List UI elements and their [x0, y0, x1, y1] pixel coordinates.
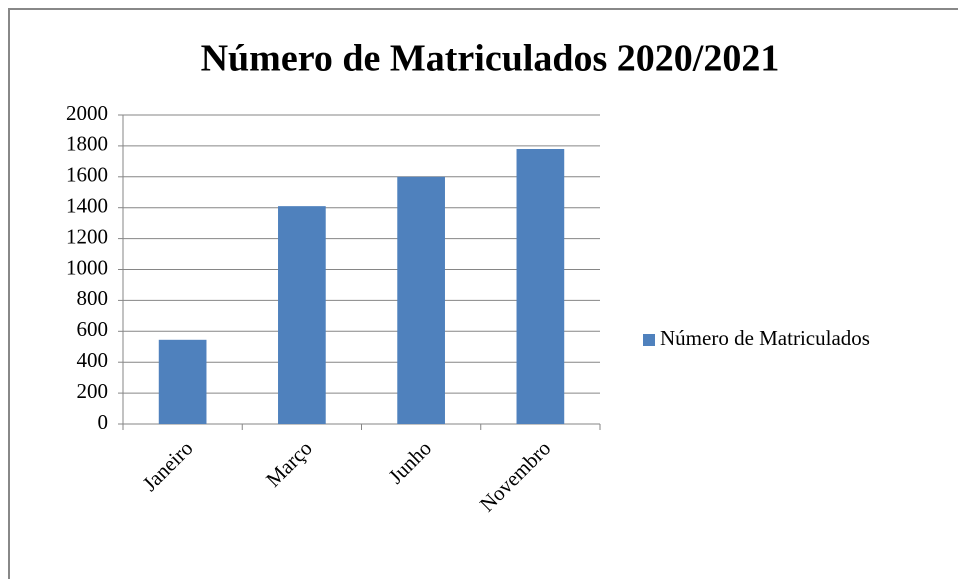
y-tick-label: 1400: [66, 194, 108, 218]
frame: [8, 8, 958, 579]
y-tick-label: 400: [77, 348, 109, 372]
y-tick-label: 1000: [66, 255, 108, 279]
y-tick-label: 800: [77, 286, 109, 310]
y-tick-label: 200: [77, 379, 109, 403]
y-tick-label: 1800: [66, 132, 108, 156]
y-tick-label: 2000: [66, 101, 108, 125]
legend-label: Número de Matriculados: [660, 326, 870, 350]
y-tick-label: 600: [77, 317, 109, 341]
y-tick-label: 1600: [66, 163, 108, 187]
y-tick-label: 0: [98, 410, 109, 434]
bar: [158, 339, 207, 424]
y-tick-label: 1200: [66, 224, 108, 248]
chart-title: Número de Matriculados 2020/2021: [201, 38, 780, 80]
bar: [397, 176, 445, 424]
bar: [278, 206, 326, 424]
legend-swatch: [643, 334, 655, 346]
bar: [516, 148, 565, 425]
